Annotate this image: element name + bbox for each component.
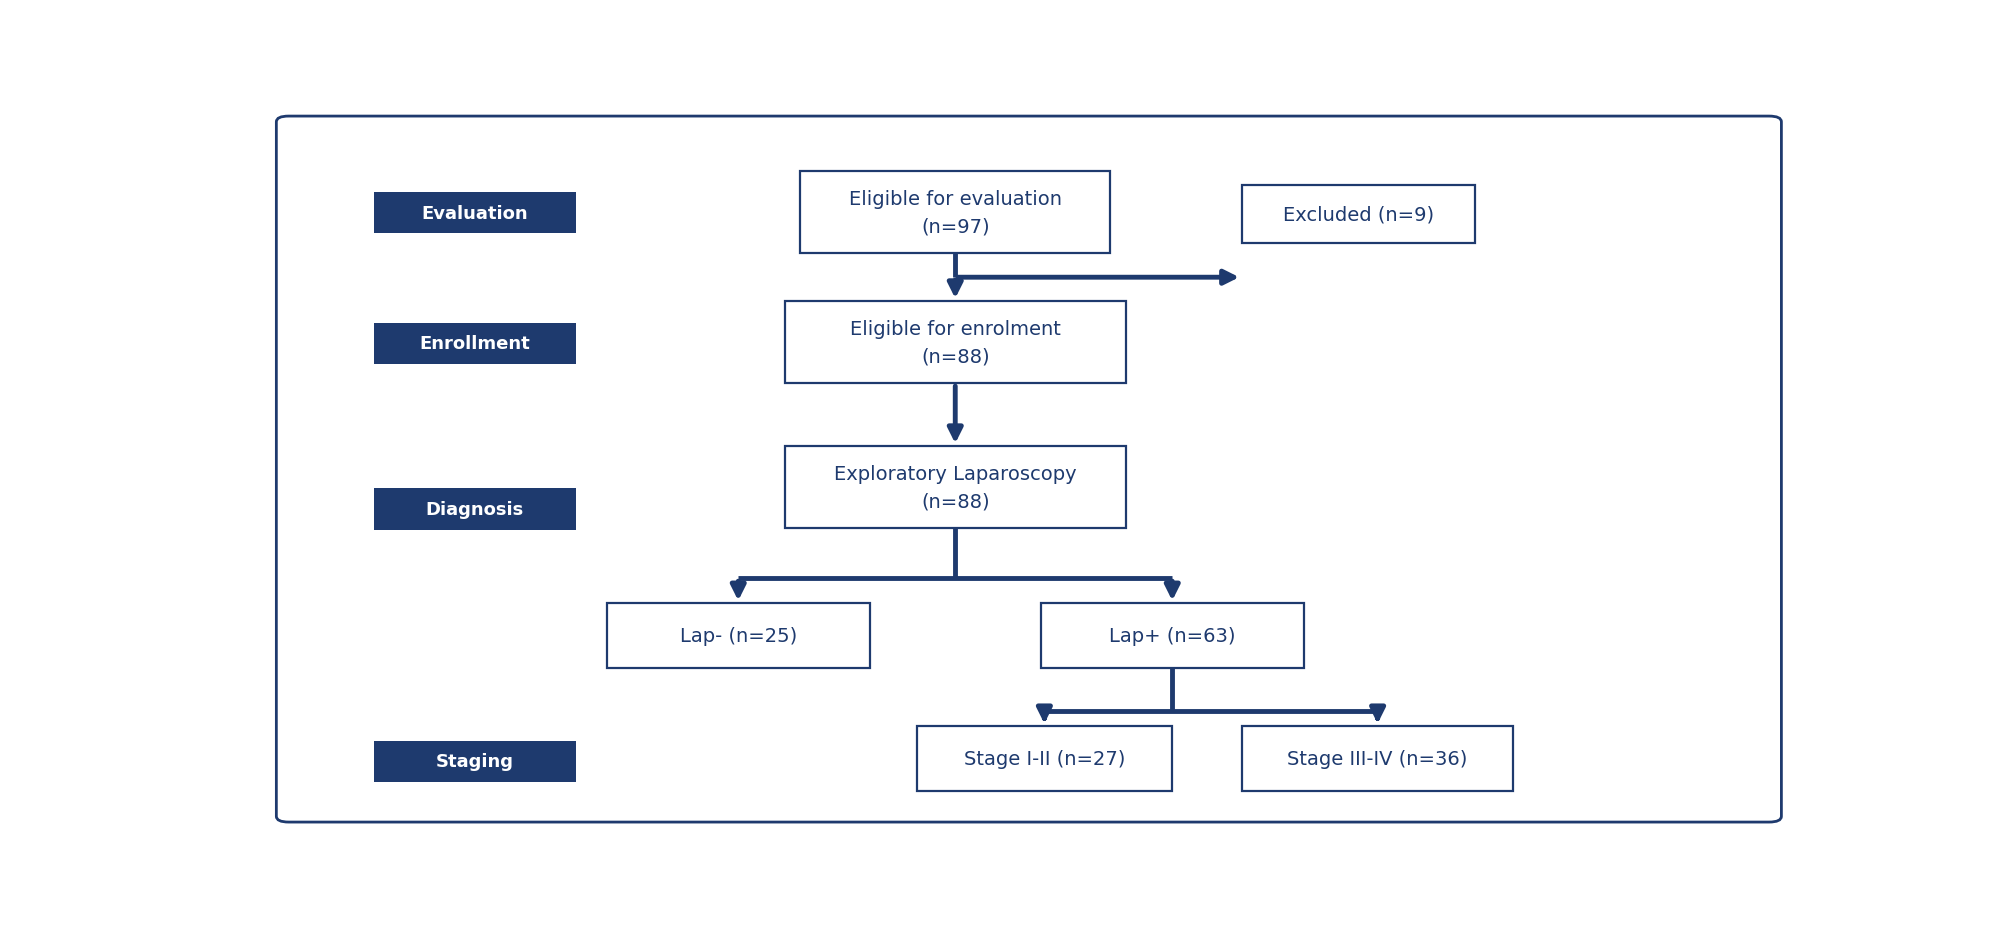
Text: Staging: Staging <box>436 753 514 770</box>
Text: Eligible for evaluation
(n=97): Eligible for evaluation (n=97) <box>848 189 1062 236</box>
FancyBboxPatch shape <box>374 741 576 782</box>
Text: Excluded (n=9): Excluded (n=9) <box>1282 205 1434 224</box>
Text: Enrollment: Enrollment <box>420 335 530 353</box>
FancyBboxPatch shape <box>784 302 1126 384</box>
FancyBboxPatch shape <box>916 727 1172 791</box>
FancyBboxPatch shape <box>784 447 1126 528</box>
FancyBboxPatch shape <box>374 193 576 234</box>
FancyBboxPatch shape <box>276 117 1782 822</box>
Text: Stage I-II (n=27): Stage I-II (n=27) <box>964 749 1126 768</box>
Text: Exploratory Laparoscopy
(n=88): Exploratory Laparoscopy (n=88) <box>834 464 1076 511</box>
FancyBboxPatch shape <box>374 489 576 530</box>
Text: Eligible for enrolment
(n=88): Eligible for enrolment (n=88) <box>850 320 1060 366</box>
FancyBboxPatch shape <box>374 324 576 364</box>
FancyBboxPatch shape <box>800 171 1110 254</box>
FancyBboxPatch shape <box>1040 603 1304 668</box>
Text: Lap- (n=25): Lap- (n=25) <box>680 627 796 645</box>
Text: Evaluation: Evaluation <box>422 204 528 222</box>
Text: Stage III-IV (n=36): Stage III-IV (n=36) <box>1288 749 1468 768</box>
FancyBboxPatch shape <box>1242 727 1514 791</box>
Text: Lap+ (n=63): Lap+ (n=63) <box>1108 627 1236 645</box>
FancyBboxPatch shape <box>606 603 870 668</box>
Text: Diagnosis: Diagnosis <box>426 501 524 518</box>
FancyBboxPatch shape <box>1242 186 1474 243</box>
